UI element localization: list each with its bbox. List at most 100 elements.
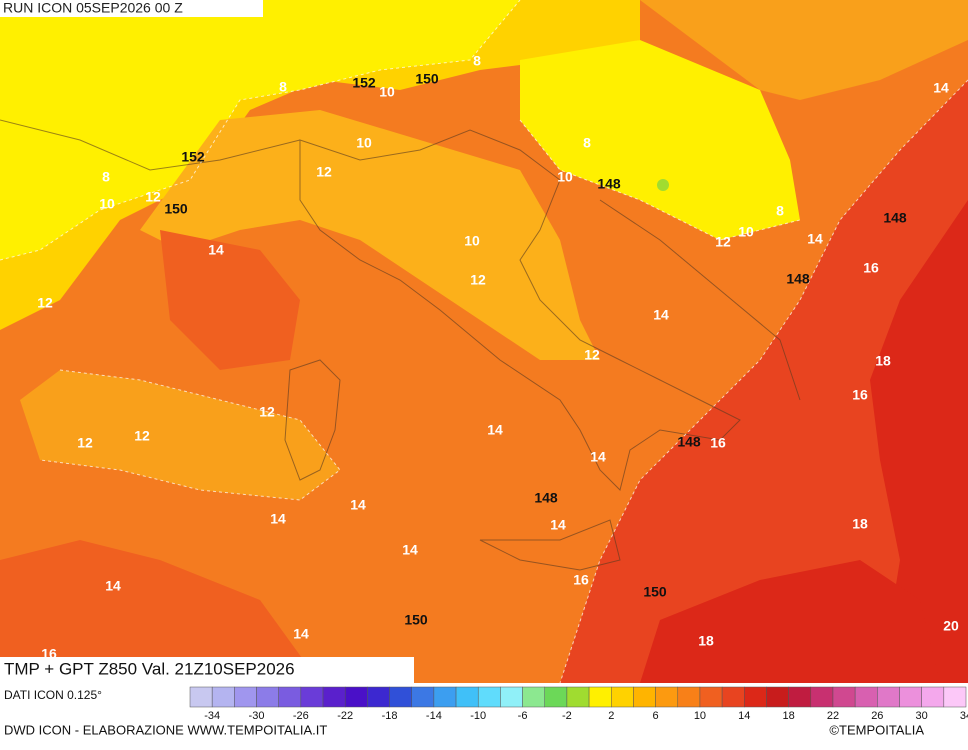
field-label: TMP + GPT Z850 Val. 21Z10SEP2026 xyxy=(4,659,295,678)
copyright-label: ©TEMPOITALIA xyxy=(829,722,924,737)
legend-tick-label: -6 xyxy=(518,710,528,722)
legend-cell xyxy=(744,686,767,708)
isotherm-label: 8 xyxy=(279,79,287,95)
isotherm-label: 14 xyxy=(487,422,503,438)
legend-cell xyxy=(810,686,834,708)
isotherm-label: 8 xyxy=(102,169,110,185)
isotherm-label: 18 xyxy=(698,633,714,649)
legend-tick-label: -30 xyxy=(249,710,265,722)
legend-tick-label: -34 xyxy=(204,710,220,722)
geopotential-label: 148 xyxy=(677,434,701,450)
legend-cell xyxy=(322,686,346,708)
legend-cell xyxy=(633,686,656,708)
legend-cell xyxy=(921,686,945,708)
isotherm-label: 12 xyxy=(584,347,600,363)
legend-tick-label: -26 xyxy=(293,710,309,722)
isotherm-label: 18 xyxy=(852,516,868,532)
legend-cell xyxy=(367,686,390,708)
field-box xyxy=(0,657,414,683)
legend-tick-label: 22 xyxy=(827,710,839,722)
isotherm-label: 14 xyxy=(402,542,418,558)
geopotential-label: 150 xyxy=(164,201,188,217)
isotherm-label: 14 xyxy=(807,231,823,247)
isotherm-label: 10 xyxy=(379,84,395,100)
legend-cell xyxy=(300,686,324,708)
isotherm-label: 8 xyxy=(473,53,481,69)
legend-cell xyxy=(522,686,545,708)
isotherm-label: 12 xyxy=(37,295,53,311)
legend-cell xyxy=(544,686,568,708)
isotherm-label: 12 xyxy=(715,234,731,250)
legend-tick-label: -2 xyxy=(562,710,572,722)
legend-cell xyxy=(611,686,634,708)
geopotential-label: 148 xyxy=(883,210,907,226)
legend-cell xyxy=(655,686,679,708)
isotherm-label: 12 xyxy=(77,435,93,451)
geopotential-label: 148 xyxy=(534,490,558,506)
isotherm-label: 16 xyxy=(852,387,868,403)
geopotential-label: 148 xyxy=(597,176,621,192)
isotherm-label: 16 xyxy=(573,572,589,588)
legend-cell xyxy=(389,686,412,708)
legend-cell xyxy=(278,686,302,708)
legend-cell xyxy=(477,686,501,708)
isotherm-label: 8 xyxy=(776,203,784,219)
legend-cell xyxy=(189,686,213,708)
legend-tick-label: -10 xyxy=(470,710,486,722)
legend-cell xyxy=(588,686,612,708)
isotherm-label: 10 xyxy=(464,233,480,249)
isotherm-label: 16 xyxy=(41,646,57,662)
legend-cell xyxy=(832,686,856,708)
isotherm-label: 8 xyxy=(583,135,591,151)
isotherm-label: 14 xyxy=(933,80,949,96)
geopotential-label: 152 xyxy=(352,75,376,91)
credit-label: DWD ICON - ELABORAZIONE WWW.TEMPOITALIA.… xyxy=(4,722,327,737)
isotherm-label: 12 xyxy=(134,428,150,444)
isotherm-label: 10 xyxy=(99,196,115,212)
legend-tick-label: -14 xyxy=(426,710,442,722)
legend-cell xyxy=(854,686,878,708)
legend-cell xyxy=(943,686,967,708)
isotherm-label: 10 xyxy=(557,169,573,185)
legend-tick-label: 34 xyxy=(960,710,968,722)
legend-tick-label: -22 xyxy=(337,710,353,722)
legend-cell xyxy=(766,686,789,708)
isotherm-label: 14 xyxy=(550,517,566,533)
legend-tick-label: 10 xyxy=(694,710,706,722)
legend-tick-label: 26 xyxy=(871,710,883,722)
isotherm-label: 14 xyxy=(105,578,121,594)
legend-cell xyxy=(234,686,257,708)
isotherm-label: 16 xyxy=(863,260,879,276)
geopotential-label: 148 xyxy=(786,271,810,287)
legend-tick-label: 18 xyxy=(783,710,795,722)
legend-tick-label: -18 xyxy=(382,710,398,722)
legend-tick-label: 2 xyxy=(608,710,614,722)
isotherm-label: 14 xyxy=(350,497,366,513)
isotherm-label: 10 xyxy=(738,224,754,240)
legend-cell xyxy=(500,686,523,708)
map-background xyxy=(0,0,968,684)
run-box xyxy=(0,0,263,17)
isotherm-label: 10 xyxy=(356,135,372,151)
legend-cell xyxy=(433,686,457,708)
legend-cell xyxy=(899,686,922,708)
legend-cell xyxy=(256,686,279,708)
isotherm-label: 14 xyxy=(208,242,224,258)
legend-cell xyxy=(211,686,235,708)
isotherm-label: 12 xyxy=(316,164,332,180)
geopotential-label: 152 xyxy=(181,149,205,165)
legend-cell xyxy=(344,686,368,708)
source-label: DATI ICON 0.125° xyxy=(4,688,102,702)
isotherm-label: 14 xyxy=(270,511,286,527)
run-label: RUN ICON 05SEP2026 00 Z xyxy=(3,0,183,16)
legend-cell xyxy=(788,686,812,708)
legend-tick-label: 6 xyxy=(653,710,659,722)
isotherm-label: 14 xyxy=(293,626,309,642)
isotherm-label: 20 xyxy=(943,618,959,634)
legend-cell xyxy=(455,686,479,708)
geopotential-label: 150 xyxy=(404,612,428,628)
isotherm-label: 16 xyxy=(710,435,726,451)
isotherm-label: 12 xyxy=(259,404,275,420)
isotherm-label: 12 xyxy=(470,272,486,288)
